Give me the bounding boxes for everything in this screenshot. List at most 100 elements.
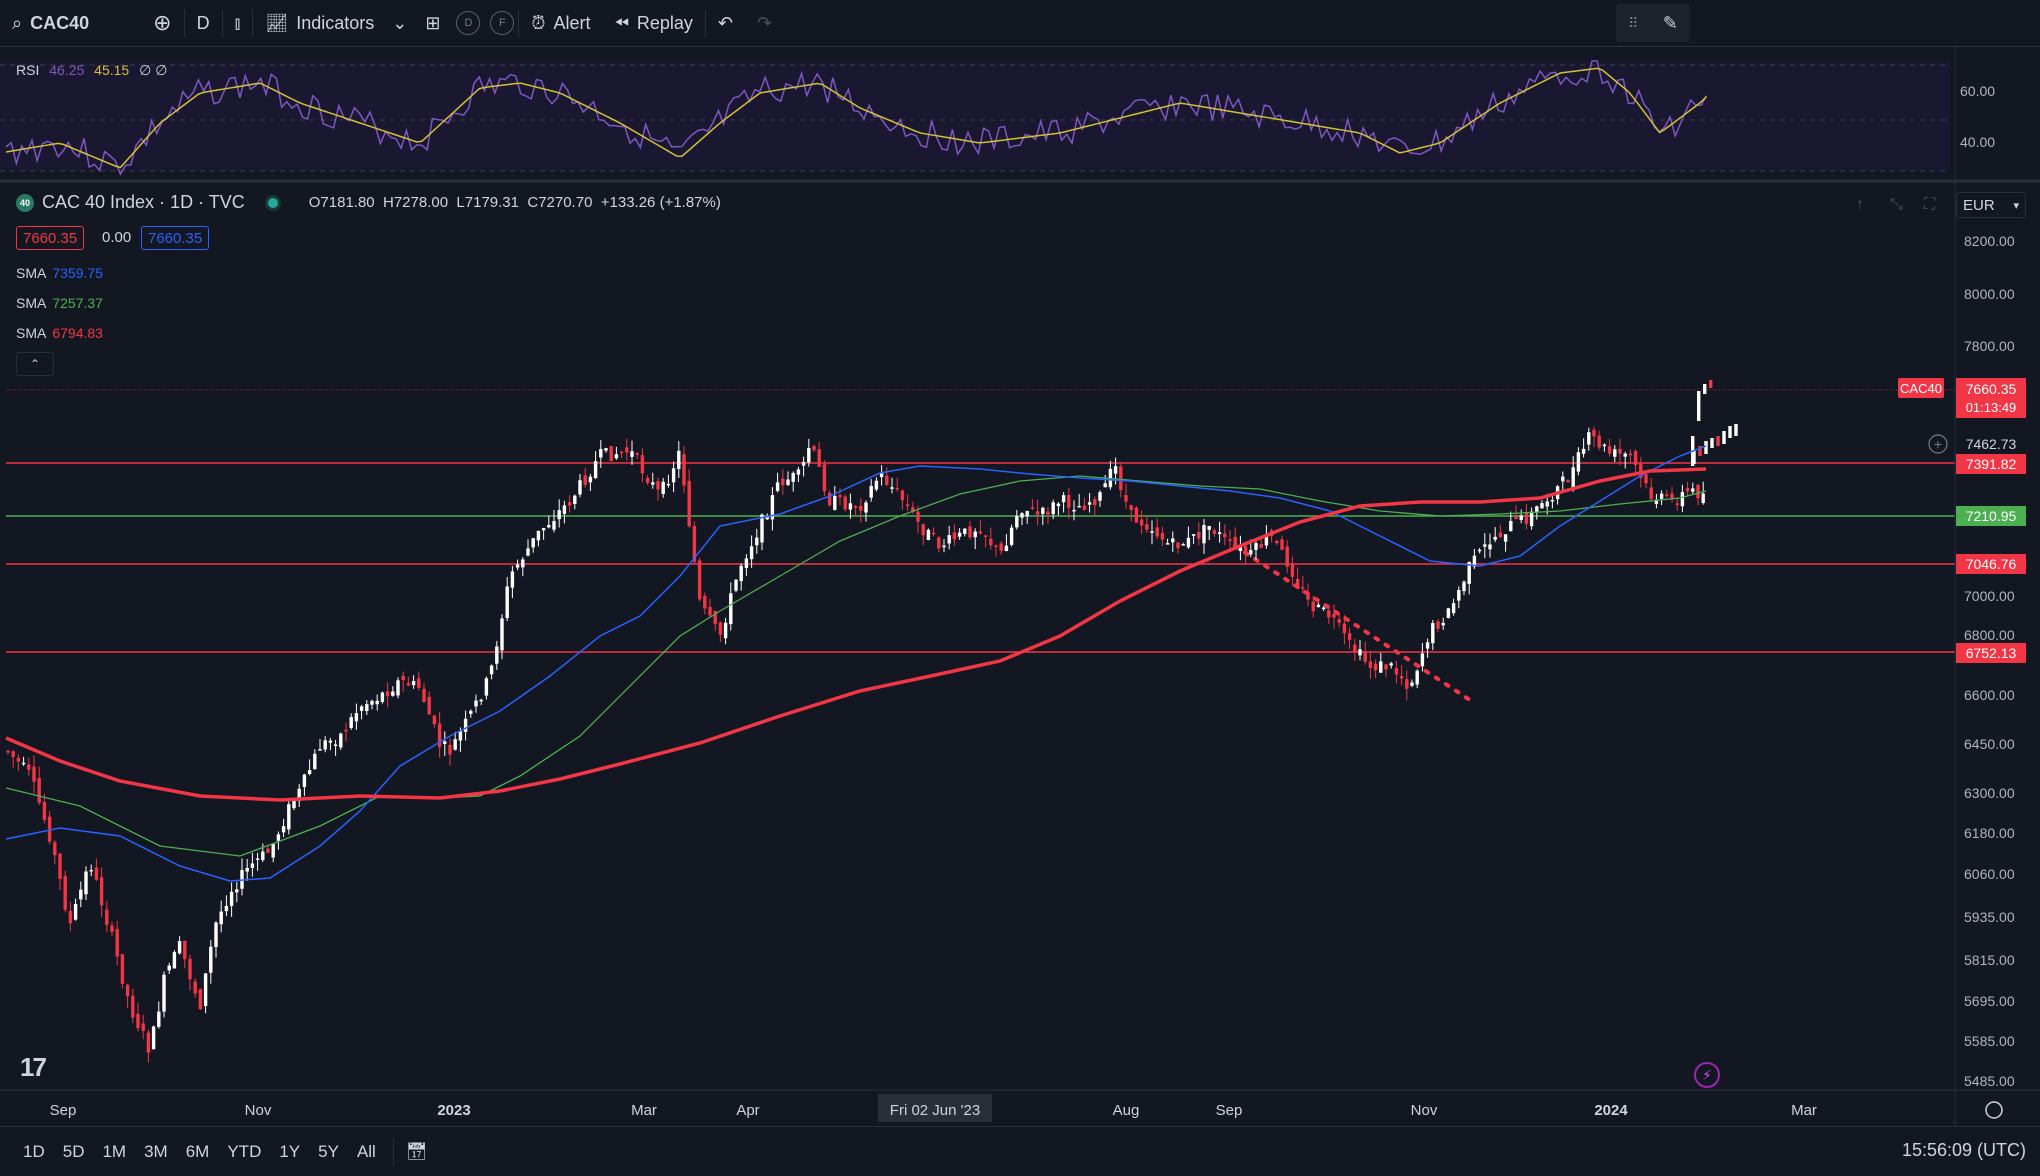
ohlc-values: O7181.80 H7278.00 L7179.31 C7270.70 +133… [309,194,721,211]
candle-body [807,448,811,463]
alert-button[interactable]: ⏰︎ Alert [519,0,602,46]
indicators-dropdown[interactable]: ⌄ [386,0,413,46]
settings-gear-icon[interactable] [1985,1101,2003,1119]
candle-body [848,503,853,510]
range-ytd[interactable]: YTD [227,1141,262,1161]
sma-legend-3[interactable]: SMA 6794.83 [16,325,103,341]
range-5d[interactable]: 5D [62,1141,85,1161]
candle-body [1384,664,1388,670]
candle-body [973,531,977,538]
candle-body [1358,649,1362,656]
redo-button[interactable]: ↷ [745,0,784,46]
candle-body [328,740,333,743]
buy-price-box[interactable]: 7660.35 [141,226,210,250]
candle-body [760,514,764,543]
candle-body [261,851,265,861]
countdown-label: 01:13:49 [1966,400,2017,415]
range-5y[interactable]: 5Y [318,1141,339,1161]
indicators-button[interactable]: 📈︎ Indicators [253,0,386,46]
range-1d[interactable]: 1D [23,1141,45,1161]
candle-body [900,490,905,501]
time-axis: Sep Nov 2023 Mar Apr Fri 02 Jun '23 Aug Sep Nov 2… [50,1094,1817,1122]
candle-body [1734,424,1738,436]
candle-body [1056,503,1061,507]
collapse-legend-button[interactable]: ⌃ [16,352,54,376]
time-tick: Apr [736,1102,759,1119]
series-title[interactable]: CAC 40 Index · 1D · TVC [42,192,245,212]
candle-body [588,476,593,483]
date-range-button[interactable]: 📅︎ [394,1129,440,1175]
rsi-extra: ∅ ∅ [139,62,168,78]
time-tick: Sep [50,1102,77,1119]
candle-body [94,867,99,880]
candle-body [79,889,83,900]
drawing-tools-button[interactable]: ⠿ ✎ [1616,4,1690,42]
candle-body [1181,544,1185,546]
candle-body [141,1023,145,1031]
candle-body [255,858,260,860]
candle-body [380,692,385,702]
candle-body [1576,452,1581,472]
clock[interactable]: 15:56:09 (UTC) [1901,1140,2026,1160]
range-1m[interactable]: 1M [102,1141,127,1161]
candle-body [1035,511,1040,515]
sma-legend-1[interactable]: SMA 7359.75 [16,265,103,281]
time-tick: 2024 [1594,1102,1628,1119]
range-3m[interactable]: 3M [144,1141,168,1161]
candle-body [463,718,468,732]
candle-body [209,946,213,973]
candle-body [786,479,790,485]
replay-button[interactable]: ⏪︎ Replay [602,0,704,46]
undo-button[interactable]: ↶ [706,0,745,46]
sma-value: 6794.83 [52,325,103,341]
candle-body [1587,432,1591,445]
candles [6,380,1738,1063]
candle-body [1680,492,1685,507]
sell-price-box[interactable]: 7660.35 [16,226,85,250]
candle-body [666,483,671,486]
symbol-search-button[interactable]: ⌕ CAC40 [0,0,101,46]
candle-body [1134,507,1139,523]
candle-body [822,464,827,492]
candle-body [801,461,806,466]
candle-body [1025,511,1029,517]
last-price-label: 7660.35 [1966,381,2017,397]
move-up-icon[interactable]: ↑ [1856,196,1864,213]
tradingview-logo[interactable]: 17 [20,1052,47,1082]
candle-body [1051,502,1055,515]
range-1y[interactable]: 1Y [279,1141,301,1161]
chart-type-button[interactable]: ⫾ [223,0,253,46]
candle-body [729,593,733,625]
candle-body [1457,590,1461,601]
candle-body [183,940,187,960]
compare-symbol-button[interactable]: ⊕ [141,0,183,46]
time-tick: Fri 02 Jun '23 [890,1102,980,1119]
sma-legend-2[interactable]: SMA 7257.37 [16,295,103,311]
candle-body [739,565,743,582]
candle-body [697,560,702,600]
add-alert-icon[interactable] [1928,434,1948,454]
candle-body [1675,503,1679,505]
chart-canvas[interactable]: 8200.00 8000.00 7800.00 7000.00 6800.00 6600.… [0,46,2040,1126]
candle-body [833,495,837,510]
maximize-pane-icon[interactable]: ⛶ [1924,196,1936,213]
layouts-button[interactable]: ⊞ [413,0,452,46]
grid-icon: ⊞ [425,12,441,33]
interval-button[interactable]: D [185,0,222,46]
currency-select[interactable]: EUR ▾ [1956,192,2026,218]
candle-body [978,531,983,534]
price-tick: 6300.00 [1964,785,2015,801]
candle-body [1119,466,1123,491]
candle-body [495,646,499,664]
circle-d-button[interactable]: D [456,11,481,35]
range-6m[interactable]: 6M [185,1141,210,1161]
lightning-icon[interactable] [1694,1062,1720,1088]
range-all[interactable]: All [356,1141,376,1161]
bolt-icon: ⚡︎ [1702,1067,1712,1083]
collapse-pane-icon[interactable]: ⤡ [1890,196,1903,213]
candle-body [1363,652,1367,662]
candle-body [1139,519,1144,526]
candle-body [42,802,47,820]
circle-f-button[interactable]: F [490,11,515,35]
candle-body [942,545,946,548]
